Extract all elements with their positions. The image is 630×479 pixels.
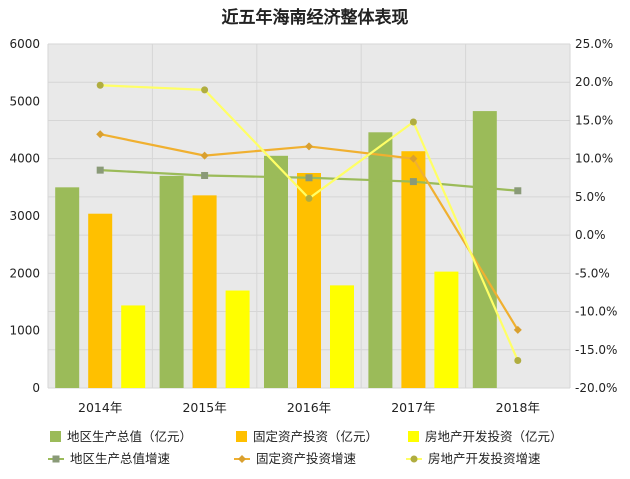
y2-tick-label: -20.0% [575,381,617,395]
chart-title: 近五年海南经济整体表现 [222,7,409,28]
line-point-1-2016年 [305,174,313,182]
bar-3-2014年 [121,305,146,388]
legend-label: 房地产开发投资增速 [428,451,541,466]
y-tick-label: 2000 [9,266,40,280]
y2-tick-label: 5.0% [575,190,606,204]
line-point-3-2018年 [514,356,522,364]
legend-label: 房地产开发投资（亿元） [425,429,563,444]
legend-marker [410,455,418,463]
y2-tick-label: 10.0% [575,152,613,166]
legend-label: 地区生产总值增速 [70,451,171,466]
legend-swatch-bar [236,431,247,442]
legend-swatch-bar [50,431,61,442]
y-tick-label: 0 [32,381,40,395]
x-tick-label: 2015年 [182,400,226,415]
line-point-2-2015年 [200,151,209,160]
y-tick-label: 3000 [9,209,40,223]
y2-tick-label: 20.0% [575,75,613,89]
legend-label: 固定资产投资（亿元） [253,429,378,444]
y-tick-label: 1000 [9,324,40,338]
bar-1-2016年 [264,155,288,388]
y2-tick-label: 0.0% [575,228,606,242]
x-tick-label: 2018年 [496,400,540,415]
bar-3-2015年 [225,290,250,388]
legend-label: 固定资产投资增速 [256,451,357,466]
line-point-2-2017年 [409,154,418,163]
bar-1-2018年 [472,111,497,388]
bar-3-2017年 [434,271,459,388]
x-tick-label: 2014年 [78,400,122,415]
line-point-2-2016年 [305,142,313,151]
line-point-2-2014年 [96,130,105,139]
y2-tick-label: -10.0% [575,305,617,319]
y-tick-label: 4000 [9,152,40,166]
bar-2-2015年 [192,195,217,388]
lines [96,81,522,364]
bar-2-2017年 [401,151,426,388]
y-tick-label: 5000 [9,94,40,108]
bar-1-2014年 [55,187,80,388]
legend: 地区生产总值（亿元） 固定资产投资（亿元） 房地产开发投资（亿元） 地区生产总值增速 固… [48,429,563,466]
bar-2-2016年 [297,173,321,388]
bars [55,111,497,388]
line-point-1-2014年 [96,166,104,174]
line-point-2-2018年 [513,325,522,334]
legend-marker [52,455,60,463]
legend-swatch-bar [408,431,419,442]
x-tick-label: 2016年 [287,400,331,415]
y2-tick-label: 15.0% [575,113,613,127]
y2-tick-label: -5.0% [575,266,610,280]
legend-marker [238,455,246,463]
bar-2-2014年 [88,213,113,388]
line-point-1-2017年 [409,178,417,186]
line-point-3-2015年 [201,86,209,94]
legend-label: 地区生产总值（亿元） [67,429,192,444]
bar-3-2016年 [330,285,354,388]
y2-tick-label: 25.0% [575,37,613,51]
bar-1-2015年 [159,175,184,388]
axes: 0 1000 2000 3000 4000 5000 6000 -20.0% -15.0% -10… [9,37,617,415]
line-point-1-2018年 [514,187,522,195]
line-point-3-2014年 [96,81,104,89]
y2-tick-label: -15.0% [575,343,617,357]
line-point-3-2017年 [409,118,417,126]
y-tick-label: 6000 [9,37,40,51]
line-point-3-2016年 [305,194,313,202]
bar-1-2017年 [368,132,393,388]
line-point-1-2015年 [201,171,209,179]
x-tick-label: 2017年 [391,400,435,415]
